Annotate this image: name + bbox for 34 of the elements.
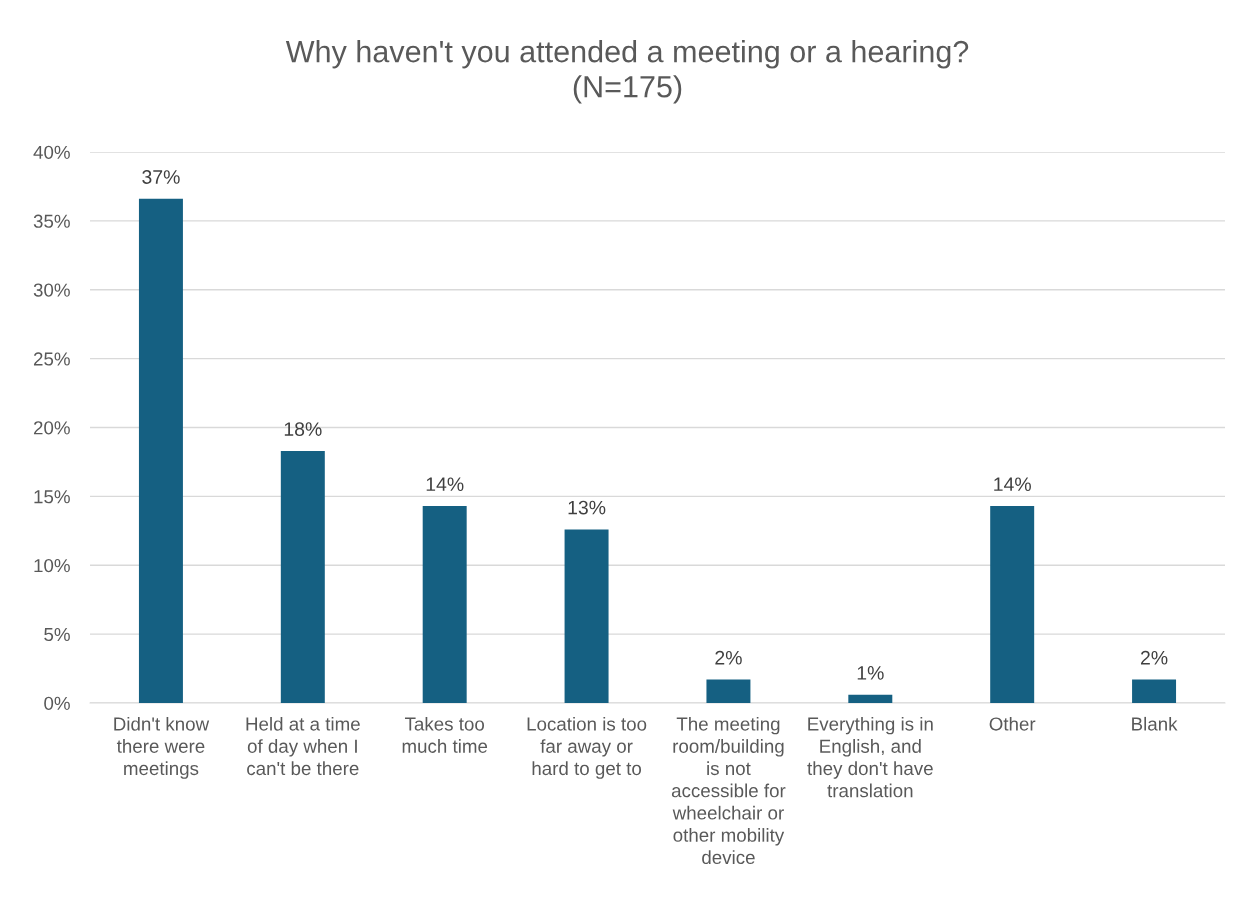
bar	[706, 679, 751, 703]
bar	[848, 694, 893, 703]
x-tick-label: Everything is in English, and they don't have translation	[807, 716, 933, 798]
data-label: 1%	[857, 666, 884, 680]
y-tick-label: 5%	[44, 627, 70, 642]
bar	[990, 506, 1035, 703]
data-label: 14%	[994, 477, 1031, 491]
data-label: 2%	[1140, 650, 1168, 665]
data-label: 2%	[715, 650, 742, 665]
bar	[1132, 679, 1177, 703]
data-label: 37%	[142, 170, 180, 184]
x-tick-label: Didn't know there were meetings	[114, 716, 210, 779]
y-tick-label: 0%	[44, 696, 70, 710]
y-tick-label: 20%	[33, 421, 70, 435]
x-tick-label: Location is too far away or hard to get to	[527, 716, 647, 779]
y-tick-label: 25%	[33, 352, 70, 366]
data-label: 14%	[426, 477, 464, 491]
y-tick-label: 10%	[34, 558, 70, 573]
x-tick-label: The meeting room/building is not accessible for wheelchair or other mobility device	[671, 716, 786, 865]
bar	[138, 198, 183, 703]
y-tick-label: 35%	[33, 214, 70, 228]
bar	[280, 450, 325, 703]
y-tick-label: 15%	[34, 490, 70, 504]
x-tick-label: Blank	[1132, 716, 1178, 731]
x-tick-label: Takes too much time	[402, 716, 488, 753]
data-label: 13%	[568, 500, 606, 515]
data-label: 18%	[284, 422, 322, 436]
x-tick-label: Held at a time of day when I can't be there	[246, 716, 360, 776]
y-tick-label: 40%	[33, 145, 70, 159]
bar	[564, 529, 609, 703]
y-tick-label: 30%	[33, 283, 70, 297]
chart-title: Why haven't you attended a meeting or a hearing? (N=175)	[285, 40, 969, 104]
x-tick-label: Other	[989, 716, 1036, 731]
bar	[422, 506, 467, 703]
